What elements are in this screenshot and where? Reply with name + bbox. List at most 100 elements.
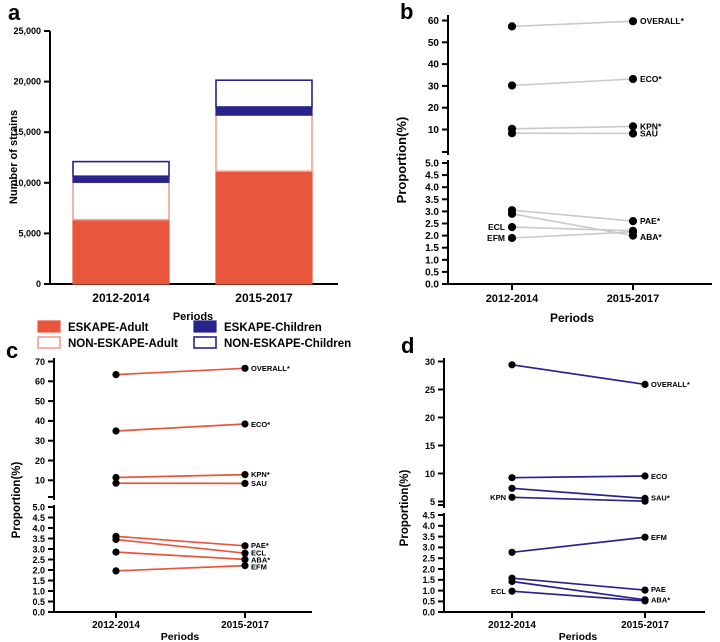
y-axis-title: Proportion(%) (399, 470, 411, 547)
x-tick-labels: 2012-2014 2015-2017 (486, 293, 660, 305)
x-ticks (115, 612, 246, 618)
line-eco (115, 423, 246, 432)
series-label-eco: ECO* (251, 420, 270, 429)
y-tick-label: 5 (430, 497, 435, 507)
legend-label-eskape-children: ESKAPE-Children (224, 322, 322, 334)
x-tick-label: 2012-2014 (486, 293, 539, 305)
y-tick-label: 70 (35, 357, 45, 367)
bar-segment-non-eskape-children (215, 79, 313, 108)
x-tick-label: 2015-2017 (235, 291, 293, 305)
series-labels-left: KPN ECL (490, 493, 506, 596)
line-kpn (511, 125, 634, 130)
y-tick-label: 5,000 (18, 228, 41, 238)
y-tick-label: 10 (425, 469, 435, 479)
series-label-ecl: ECL (491, 587, 506, 596)
y-tick-label: 0.0 (422, 607, 435, 617)
legend-swatch-non-eskape-children (193, 336, 217, 349)
line-pae (511, 577, 646, 591)
x-axis-title: Periods (161, 631, 200, 642)
y-tick-label: 3.0 (32, 544, 45, 554)
y-tick-label: 0.5 (32, 597, 45, 607)
panel-d-chart: 30 25 20 15 10 5 4.5 4.0 3.5 3.0 2. (399, 357, 705, 642)
bar-segment-non-eskape-children (72, 160, 170, 178)
line-sau (511, 487, 646, 500)
bar-group-2012-2014 (72, 160, 170, 285)
y-ticks-lower (442, 162, 448, 285)
x-axis-title: Periods (173, 311, 213, 323)
y-tick-label: 1.0 (425, 255, 439, 266)
x-tick-label: 2015-2017 (621, 620, 669, 631)
y-tick-label: 40 (35, 416, 45, 426)
series-labels-right: OVERALL* ECO SAU* EFM PAE ABA* (651, 380, 690, 605)
y-tick-label: 10 (428, 125, 440, 136)
y-tick-label: 20 (428, 103, 440, 114)
panel-b: b 60 50 40 30 20 10 (360, 0, 720, 330)
x-axis-title: Periods (550, 311, 594, 325)
line-eco (511, 475, 646, 479)
panel-a-chart: 0 5,000 10,000 15,000 20,000 25,000 2012… (8, 26, 338, 323)
y-tick-label: 2.5 (422, 554, 435, 564)
y-tick-label: 3.5 (422, 532, 435, 542)
legend-swatch-non-eskape-adult (37, 336, 61, 349)
y-axis-title: Proportion(%) (11, 462, 23, 539)
y-tick-label: 25,000 (13, 26, 41, 36)
x-tick-label: 2015-2017 (607, 293, 660, 305)
y-lower-tick-labels: 5.0 4.5 4.0 3.5 3.0 2.5 2.0 1.5 1.0 0.5 … (32, 502, 45, 617)
y-tick-label: 15,000 (13, 127, 41, 137)
y-tick-label: 30 (425, 357, 435, 367)
line-eco (511, 78, 634, 87)
line-aba (511, 213, 634, 237)
y-tick-label: 5.0 (32, 502, 45, 512)
series-label-kpn: KPN* (640, 121, 662, 131)
panel-c: c 70 60 50 40 30 20 10 (0, 330, 360, 642)
y-tick-label: 0 (36, 279, 41, 289)
line-ecl (115, 538, 246, 555)
legend-label-non-eskape-adult: NON-ESKAPE-Adult (68, 338, 178, 350)
series-label-ecl: ECL (251, 549, 266, 558)
y-tick-label: 1.0 (422, 586, 435, 596)
x-tick-label: 2012-2014 (488, 620, 536, 631)
panel-b-chart: 60 50 40 30 20 10 5.0 4.5 4.0 3.5 (394, 15, 712, 325)
series-markers (508, 361, 649, 605)
bar-segment-eskape-children (215, 106, 313, 116)
y-tick-label: 0.5 (425, 267, 439, 278)
x-ticks (511, 284, 634, 290)
y-tick-label: 50 (35, 396, 45, 406)
y-ticks-upper (438, 360, 444, 506)
y-tick-label: 1.5 (425, 243, 439, 254)
y-tick-label: 0.0 (32, 607, 45, 617)
y-tick-label: 20,000 (13, 77, 41, 87)
series-label-aba: ABA* (251, 556, 270, 565)
series-lines (511, 363, 646, 602)
series-label-overall: OVERALL* (651, 380, 690, 389)
line-efm (115, 564, 246, 572)
y-tick-label: 4.5 (32, 513, 45, 523)
series-label-sau: SAU* (651, 494, 670, 503)
y-ticks-lower (438, 514, 444, 613)
series-label-sau: SAU (640, 129, 658, 139)
x-ticks (511, 612, 646, 618)
series-label-efm: EFM (251, 563, 267, 572)
x-tick-labels: 2012-2014 2015-2017 (92, 291, 293, 305)
panel-a-letter: a (8, 0, 21, 25)
bar-segment-non-eskape-adult (215, 114, 313, 172)
y-ticks-upper (48, 360, 54, 498)
y-lower-tick-labels: 5.0 4.5 4.0 3.5 3.0 2.5 2.0 1.5 1.0 0.5 … (425, 159, 439, 291)
legend-label-eskape-adult: ESKAPE-Adult (68, 322, 149, 334)
bar-segment-eskape-adult (72, 219, 170, 285)
series-labels-left: ECL EFM (487, 222, 505, 243)
y-ticks-upper (442, 19, 448, 153)
series-lines (115, 367, 246, 572)
series-label-pae: PAE* (640, 216, 661, 226)
line-pae (115, 535, 246, 547)
line-ecl (511, 226, 634, 232)
legend-swatch-eskape-adult (37, 320, 61, 333)
bar-segment-non-eskape-adult (72, 181, 170, 221)
y-tick-label: 1.0 (32, 586, 45, 596)
panel-d: d 30 25 20 15 10 5 (360, 330, 720, 642)
y-axis-title: Number of strains (8, 110, 20, 204)
line-overall (115, 367, 246, 376)
y-tick-label: 3.0 (425, 207, 439, 218)
line-efm (511, 231, 634, 239)
y-tick-label: 50 (428, 38, 440, 49)
